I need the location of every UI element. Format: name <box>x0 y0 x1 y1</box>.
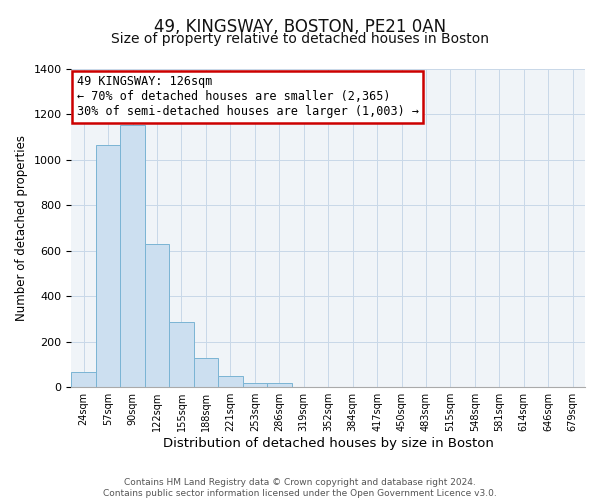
Text: Size of property relative to detached houses in Boston: Size of property relative to detached ho… <box>111 32 489 46</box>
Bar <box>121 124 145 387</box>
Bar <box>96 145 121 387</box>
Bar <box>169 322 194 387</box>
Bar <box>218 376 242 387</box>
Text: 49 KINGSWAY: 126sqm
← 70% of detached houses are smaller (2,365)
30% of semi-det: 49 KINGSWAY: 126sqm ← 70% of detached ho… <box>77 76 419 118</box>
Text: 49, KINGSWAY, BOSTON, PE21 0AN: 49, KINGSWAY, BOSTON, PE21 0AN <box>154 18 446 36</box>
Text: Contains HM Land Registry data © Crown copyright and database right 2024.
Contai: Contains HM Land Registry data © Crown c… <box>103 478 497 498</box>
Bar <box>242 382 267 387</box>
Bar <box>71 372 96 387</box>
Y-axis label: Number of detached properties: Number of detached properties <box>15 135 28 321</box>
Bar <box>267 382 292 387</box>
Bar <box>194 358 218 387</box>
X-axis label: Distribution of detached houses by size in Boston: Distribution of detached houses by size … <box>163 437 494 450</box>
Bar <box>145 244 169 387</box>
